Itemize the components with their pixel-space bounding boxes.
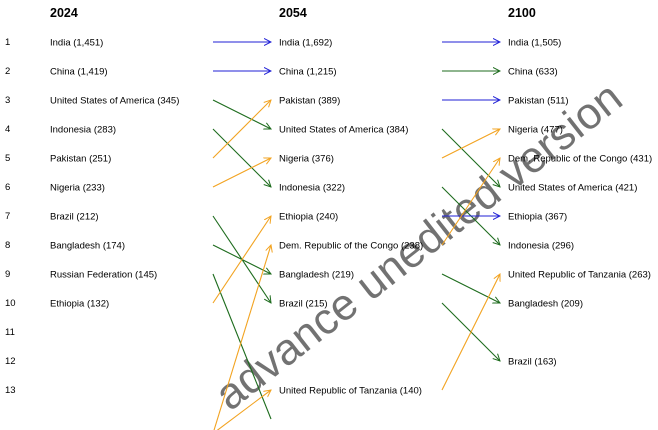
rank-change-arrow-down (212, 99, 271, 129)
country-label-2024: China (1,419) (50, 67, 108, 78)
rank-change-arrow-up (212, 158, 271, 188)
header-2024: 2024 (50, 6, 78, 20)
rank-number: 4 (5, 124, 10, 135)
rank-change-arrow-up (212, 100, 271, 159)
country-label-2054: United Republic of Tanzania (140) (279, 386, 422, 397)
rank-number: 9 (5, 269, 10, 280)
rank-change-arrow-down (441, 128, 500, 187)
country-label-2024: Pakistan (251) (50, 154, 111, 165)
country-label-2054: Dem. Republic of the Congo (238) (279, 241, 423, 252)
rank-change-arrow-up (213, 245, 271, 430)
rank-change-arrow-down (212, 128, 271, 187)
rank-number: 10 (5, 298, 16, 309)
country-label-2100: China (633) (508, 67, 558, 78)
rank-change-arrow-up (216, 390, 271, 430)
country-label-2054: Bangladesh (219) (279, 270, 354, 281)
country-label-2024: Indonesia (283) (50, 125, 116, 136)
country-label-2024: Nigeria (233) (50, 183, 105, 194)
country-label-2024: United States of America (345) (50, 96, 179, 107)
country-label-2100: Nigeria (477) (508, 125, 563, 136)
country-label-2054: Nigeria (376) (279, 154, 334, 165)
country-label-2024: Brazil (212) (50, 212, 99, 223)
rank-change-arrow-down (212, 273, 272, 420)
country-label-2054: India (1,692) (279, 38, 332, 49)
rank-number: 6 (5, 182, 10, 193)
rank-column: 1 2 3 4 5 6 7 8 9 10 11 12 13 (5, 37, 16, 396)
rank-number: 1 (5, 37, 10, 48)
country-label-2100: Ethiopia (367) (508, 212, 567, 223)
country-label-2100: Brazil (163) (508, 357, 557, 368)
country-label-2054: Pakistan (389) (279, 96, 340, 107)
country-label-2054: United States of America (384) (279, 125, 408, 136)
rank-number: 3 (5, 95, 10, 106)
rank-number: 13 (5, 385, 16, 396)
country-label-2054: Ethiopia (240) (279, 212, 338, 223)
country-label-2054: Indonesia (322) (279, 183, 345, 194)
arrow-layer (212, 42, 500, 430)
country-label-2100: Pakistan (511) (508, 96, 569, 107)
rank-number: 11 (5, 327, 15, 338)
country-label-2100: United Republic of Tanzania (263) (508, 270, 651, 281)
label-layer: India (1,451) China (1,419) United States … (50, 38, 652, 397)
header-2100: 2100 (508, 6, 536, 20)
country-label-2100: India (1,505) (508, 38, 561, 49)
country-label-2054: China (1,215) (279, 67, 337, 78)
rank-change-arrow-up (212, 216, 271, 304)
rank-number: 12 (5, 356, 16, 367)
country-label-2024: Ethiopia (132) (50, 299, 109, 310)
country-label-2100: Indonesia (296) (508, 241, 574, 252)
rank-number: 2 (5, 66, 10, 77)
country-label-2100: Dem. Republic of the Congo (431) (508, 154, 652, 165)
rank-change-arrow-up (441, 129, 500, 159)
rank-change-arrow-down (441, 273, 500, 303)
country-label-2024: Russian Federation (145) (50, 270, 157, 281)
column-headers: 2024 2054 2100 (50, 6, 536, 20)
country-label-2100: Bangladesh (209) (508, 299, 583, 310)
rank-change-arrow-up (441, 274, 500, 391)
rank-number: 7 (5, 211, 10, 222)
rank-change-arrow-up (441, 158, 500, 246)
country-label-2054: Brazil (215) (279, 299, 328, 310)
header-2054: 2054 (279, 6, 307, 20)
country-label-2024: Bangladesh (174) (50, 241, 125, 252)
rank-number: 5 (5, 153, 10, 164)
country-label-2024: India (1,451) (50, 38, 103, 49)
country-label-2100: United States of America (421) (508, 183, 637, 194)
rank-number: 8 (5, 240, 10, 251)
